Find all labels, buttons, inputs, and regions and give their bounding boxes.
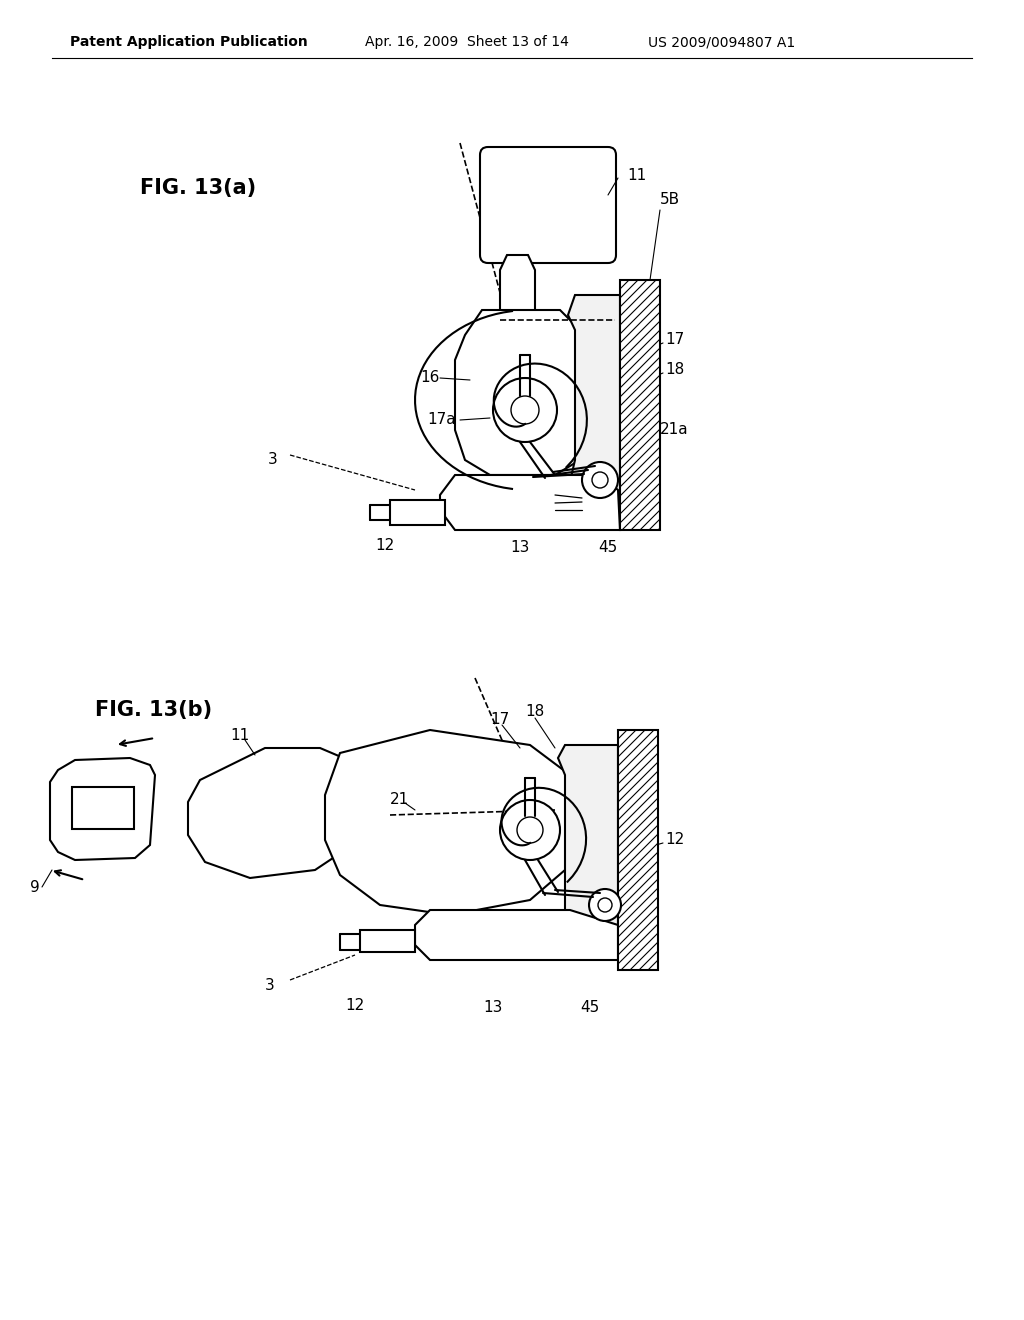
- Polygon shape: [558, 744, 618, 950]
- Polygon shape: [568, 294, 620, 500]
- Text: 13: 13: [483, 1001, 503, 1015]
- Circle shape: [517, 817, 543, 843]
- Text: 45: 45: [598, 540, 617, 556]
- Bar: [360, 931, 415, 952]
- Polygon shape: [415, 909, 618, 960]
- Polygon shape: [500, 255, 535, 319]
- Text: FIG. 13(a): FIG. 13(a): [140, 178, 256, 198]
- Circle shape: [511, 396, 539, 424]
- Text: 17: 17: [490, 713, 509, 727]
- Text: 18: 18: [665, 363, 684, 378]
- FancyBboxPatch shape: [480, 147, 616, 263]
- Text: 17: 17: [665, 333, 684, 347]
- Circle shape: [582, 462, 618, 498]
- Bar: [620, 280, 660, 531]
- Text: 12: 12: [665, 833, 684, 847]
- Text: Patent Application Publication: Patent Application Publication: [70, 36, 308, 49]
- Text: 21a: 21a: [660, 422, 688, 437]
- Text: 5B: 5B: [660, 193, 680, 207]
- Text: 3: 3: [268, 453, 278, 467]
- Text: 13: 13: [510, 540, 529, 556]
- Polygon shape: [50, 758, 155, 861]
- Circle shape: [493, 378, 557, 442]
- Text: 21: 21: [390, 792, 410, 808]
- Text: 45: 45: [580, 1001, 599, 1015]
- Text: 11: 11: [230, 727, 249, 742]
- Text: 3: 3: [265, 978, 274, 993]
- Text: 12: 12: [345, 998, 365, 1012]
- Text: 12: 12: [375, 537, 394, 553]
- Text: 18: 18: [525, 705, 544, 719]
- Text: 17a: 17a: [427, 412, 456, 428]
- Text: FIG. 13(b): FIG. 13(b): [95, 700, 212, 719]
- Text: US 2009/0094807 A1: US 2009/0094807 A1: [648, 36, 796, 49]
- Polygon shape: [325, 730, 578, 915]
- Text: 9: 9: [30, 880, 40, 895]
- Polygon shape: [188, 748, 368, 878]
- Circle shape: [589, 888, 621, 921]
- Bar: [618, 730, 658, 970]
- Circle shape: [500, 800, 560, 861]
- Bar: [72, 787, 134, 829]
- Circle shape: [592, 473, 608, 488]
- Bar: [390, 500, 445, 525]
- Text: Apr. 16, 2009  Sheet 13 of 14: Apr. 16, 2009 Sheet 13 of 14: [365, 36, 569, 49]
- Text: 11: 11: [627, 168, 646, 182]
- Circle shape: [598, 898, 612, 912]
- Polygon shape: [440, 475, 620, 531]
- Text: 21: 21: [620, 308, 639, 322]
- Text: 16: 16: [420, 371, 439, 385]
- Polygon shape: [455, 310, 592, 475]
